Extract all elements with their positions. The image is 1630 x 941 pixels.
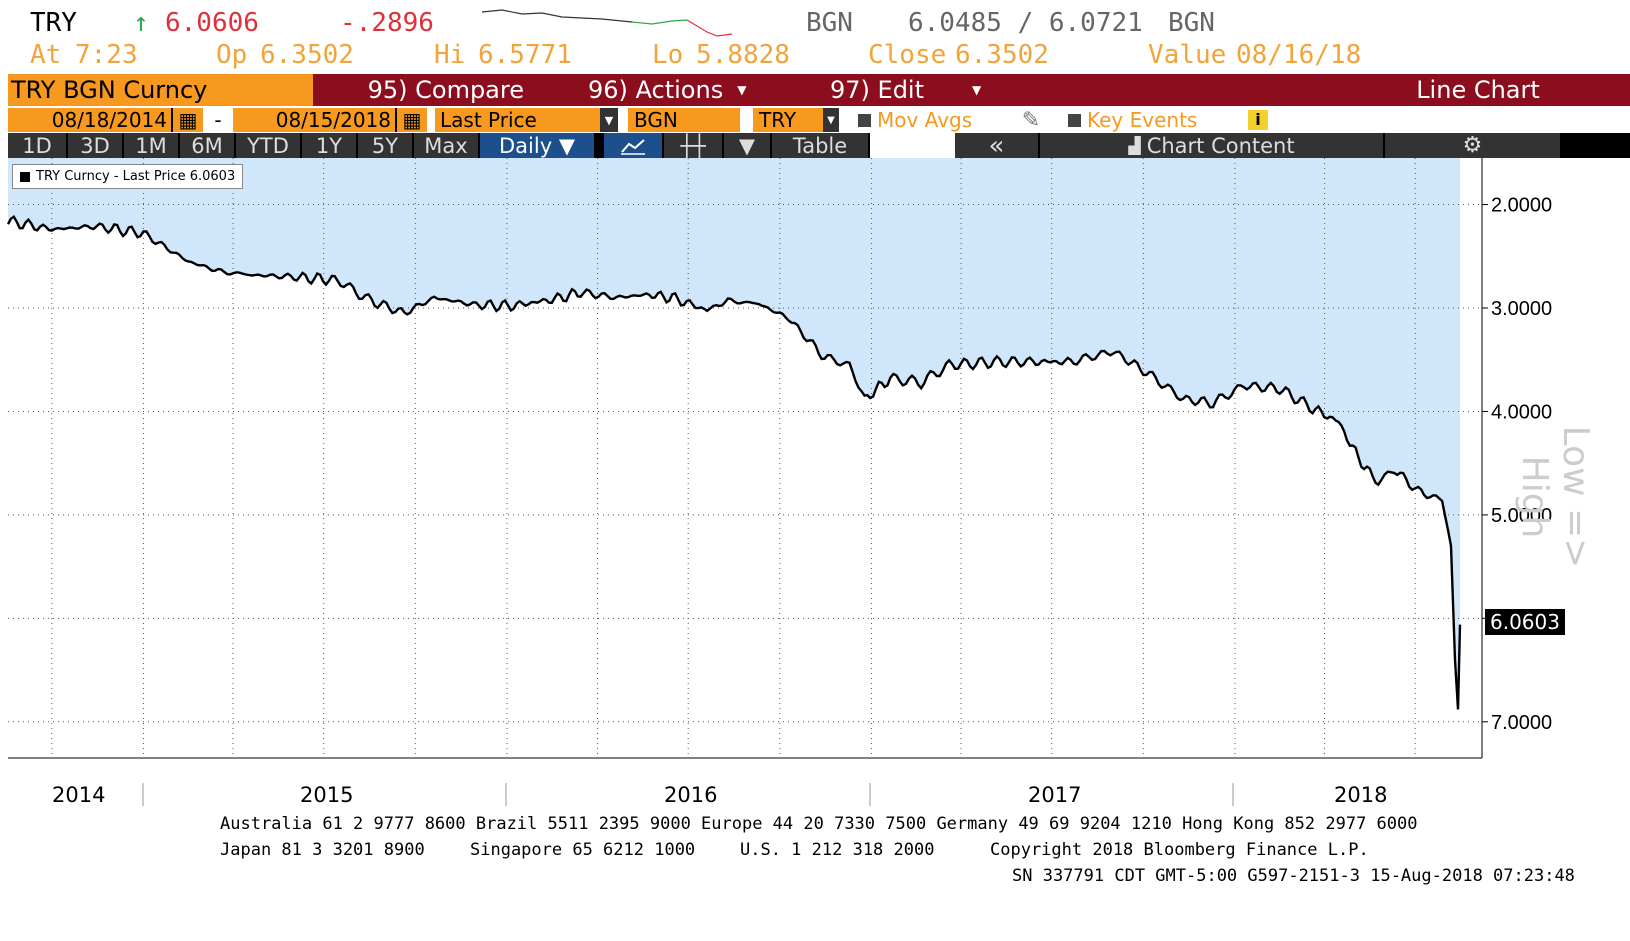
mov-avgs-label: Mov Avgs — [877, 108, 973, 132]
field-select[interactable]: Last Price — [435, 108, 600, 132]
x-tick-label: 2014 — [52, 783, 106, 807]
footer-copyright: Copyright 2018 Bloomberg Finance L.P. — [990, 840, 1369, 860]
chart-content-label: Chart Content — [1146, 133, 1295, 158]
chevron-down-icon[interactable]: ▼ — [600, 108, 618, 132]
x-axis-separators — [142, 783, 1234, 806]
chevron-down-icon[interactable]: ▼ — [823, 108, 839, 132]
key-events-label: Key Events — [1087, 108, 1198, 132]
high-value: 6.5771 — [478, 40, 572, 70]
period-3d[interactable]: 3D — [68, 133, 124, 158]
close-label: Close — [868, 40, 947, 70]
y-tick-label: 3.0000 — [1491, 298, 1552, 320]
mov-avgs-toggle[interactable]: Mov Avgs — [858, 108, 988, 132]
pencil-icon[interactable]: ✎ — [1021, 107, 1041, 133]
period-ytd[interactable]: YTD — [236, 133, 302, 158]
start-date-field[interactable]: 08/18/2014 — [8, 108, 171, 132]
checkbox-icon — [1068, 113, 1081, 127]
chevron-down-icon: ▼ — [737, 83, 747, 97]
actions-button[interactable]: 96) Actions ▼ — [538, 74, 758, 106]
footer-japan: Japan 81 3 3201 8900 — [220, 840, 425, 860]
currency-field[interactable]: TRY — [753, 108, 823, 132]
security-name[interactable]: TRY BGN Curncy — [8, 74, 313, 106]
x-tick-label: 2016 — [664, 783, 718, 807]
up-arrow-icon: ↑ — [133, 8, 149, 38]
chevron-down-icon: ▼ — [972, 83, 982, 97]
actions-label: 96) Actions — [588, 76, 724, 104]
collapse-icon[interactable]: « — [955, 131, 1040, 161]
compare-button[interactable]: 95) Compare — [367, 76, 524, 104]
period-1y[interactable]: 1Y — [302, 133, 358, 158]
time-value: 7:23 — [75, 40, 138, 70]
info-icon[interactable]: i — [1248, 108, 1272, 132]
low-label: Lo — [652, 40, 684, 70]
chart-content-button[interactable]: ▟ Chart Content — [1040, 133, 1385, 158]
gear-icon[interactable]: ⚙ — [1385, 133, 1560, 158]
ask-source: BGN — [1168, 8, 1215, 38]
chart-legend: TRY Curncy - Last Price 6.0603 — [12, 164, 244, 189]
footer-us: U.S. 1 212 318 2000 — [740, 840, 935, 860]
table-button[interactable]: Table — [772, 133, 870, 158]
calendar-icon[interactable]: ▦ — [171, 108, 203, 132]
checkbox-icon — [858, 113, 871, 127]
x-tick-label: 2018 — [1334, 783, 1388, 807]
edit-label: 97) Edit — [830, 76, 925, 104]
period-5y[interactable]: 5Y — [358, 133, 414, 158]
date-dash: - — [203, 108, 233, 132]
y-tick-label: 2.0000 — [1491, 195, 1552, 217]
close-value: 6.3502 — [955, 40, 1049, 70]
source-field[interactable]: BGN — [628, 108, 740, 132]
y-tick-label: 7.0000 — [1491, 712, 1552, 734]
value-date: 08/16/18 — [1236, 40, 1362, 70]
y-tick-label: 5.0000 — [1491, 505, 1552, 527]
toolbar-gap — [870, 133, 955, 158]
y-axis-title: Low => High — [1514, 425, 1596, 569]
candle-chart-icon[interactable]: ┼┼ — [664, 133, 724, 158]
chevron-down-icon[interactable]: ▼ — [724, 133, 772, 158]
high-label: Hi — [434, 40, 466, 70]
low-value: 5.8828 — [696, 40, 790, 70]
end-date-field[interactable]: 08/15/2018 — [233, 108, 395, 132]
series-line — [6, 214, 1462, 710]
y-tick-label: 4.0000 — [1491, 401, 1552, 423]
security-bar: TRY BGN Curncy 95) Compare 96) Actions ▼ … — [8, 74, 1630, 106]
last-price: 6.0606 — [165, 8, 259, 38]
chart-content-icon: ▟ — [1128, 136, 1141, 155]
frequency-select[interactable]: Daily ▼ — [480, 133, 596, 158]
period-1m[interactable]: 1M — [124, 133, 180, 158]
open-value: 6.3502 — [260, 40, 354, 70]
edit-button[interactable]: 97) Edit ▼ — [758, 74, 983, 106]
key-events-toggle[interactable]: Key Events — [1068, 108, 1218, 132]
footer-contacts: Australia 61 2 9777 8600 Brazil 5511 239… — [220, 814, 1418, 834]
period-bar: 1D 3D 1M 6M YTD 1Y 5Y Max Daily ▼ ┼┼ ▼ T… — [8, 131, 1630, 161]
period-1d[interactable]: 1D — [8, 133, 68, 158]
chart-type-button[interactable]: Line Chart — [1416, 76, 1540, 104]
sparkline — [482, 9, 733, 37]
line-chart-icon[interactable] — [604, 133, 664, 158]
bid-ask: 6.0485 / 6.0721 — [908, 8, 1143, 38]
time-label: At — [30, 40, 62, 70]
footer-singapore: Singapore 65 6212 1000 — [470, 840, 696, 860]
net-change: -.2896 — [340, 8, 434, 38]
legend-label: TRY Curncy - Last Price 6.0603 — [36, 169, 236, 184]
open-label: Op — [216, 40, 248, 70]
series-area — [8, 158, 1460, 710]
bid-source: BGN — [806, 8, 853, 38]
x-tick-label: 2017 — [1028, 783, 1082, 807]
calendar-icon[interactable]: ▦ — [395, 108, 427, 132]
legend-swatch — [20, 171, 30, 182]
period-6m[interactable]: 6M — [180, 133, 236, 158]
period-max[interactable]: Max — [414, 133, 480, 158]
value-label: Value — [1148, 40, 1227, 70]
x-tick-label: 2015 — [300, 783, 354, 807]
footer-session: SN 337791 CDT GMT-5:00 G597-2151-3 15-Au… — [1012, 866, 1575, 886]
ticker: TRY — [30, 8, 77, 38]
last-price-tag: 6.0603 — [1485, 609, 1565, 635]
settings-bar: 08/18/2014 ▦ - 08/15/2018 ▦ Last Price ▼… — [8, 107, 1630, 133]
